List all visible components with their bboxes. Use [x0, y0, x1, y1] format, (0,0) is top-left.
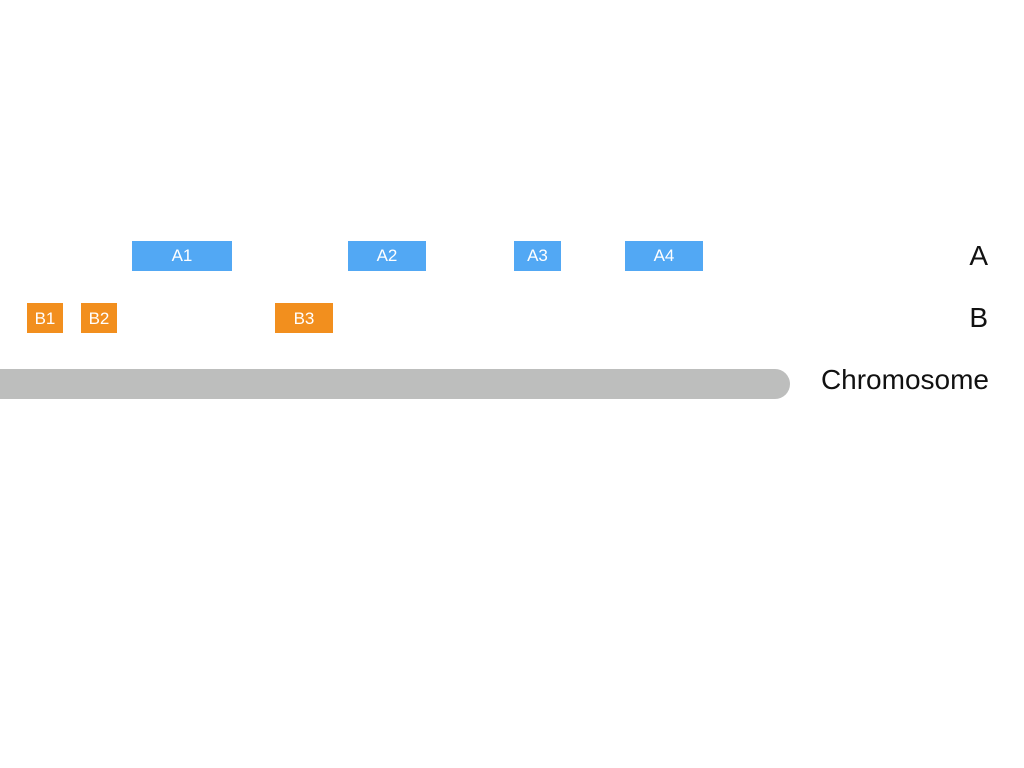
feature-b3: B3 — [275, 303, 333, 333]
track-b-label: B — [969, 302, 988, 333]
track-a-label: A — [969, 240, 988, 271]
feature-a3: A3 — [514, 241, 561, 271]
feature-a4: A4 — [625, 241, 703, 271]
feature-b2: B2 — [81, 303, 117, 333]
feature-b1: B1 — [27, 303, 63, 333]
chromosome-label: Chromosome — [820, 364, 989, 395]
feature-a2: A2 — [348, 241, 426, 271]
chromosome-bar — [0, 369, 790, 399]
feature-a1: A1 — [132, 241, 232, 271]
